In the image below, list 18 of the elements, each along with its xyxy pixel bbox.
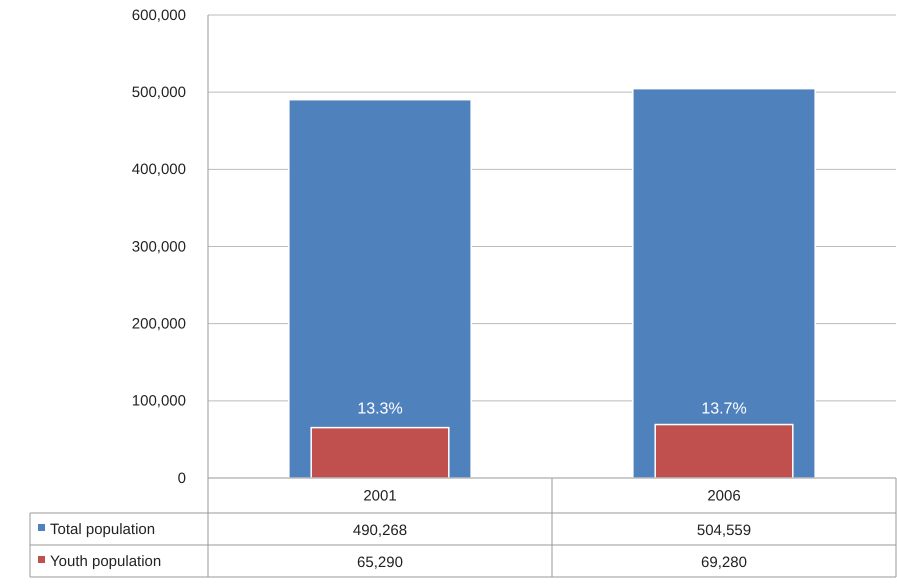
bar <box>288 98 472 479</box>
y-tick-label: 0 <box>178 470 186 487</box>
y-tick-label: 600,000 <box>132 6 186 24</box>
annotation: 13.7% <box>701 400 747 418</box>
y-tick-label: 200,000 <box>132 315 186 332</box>
y-tick-label: 300,000 <box>132 238 186 256</box>
data-label: 69,280 <box>701 554 747 571</box>
legend-label: Total population <box>50 521 156 538</box>
data-label: 504,559 <box>696 522 752 539</box>
y-tick-label: 400,000 <box>132 161 186 178</box>
x-tick-label: 2006 <box>707 488 741 504</box>
x-tick-label: 2001 <box>363 488 397 504</box>
data-label: 65,290 <box>357 554 403 571</box>
annotation: 13.3% <box>357 400 403 418</box>
y-tick-label: 500,000 <box>132 84 186 101</box>
legend-label: Youth population <box>50 553 162 570</box>
y-tick-label: 100,000 <box>132 392 186 410</box>
data-label: 490,268 <box>352 522 408 539</box>
